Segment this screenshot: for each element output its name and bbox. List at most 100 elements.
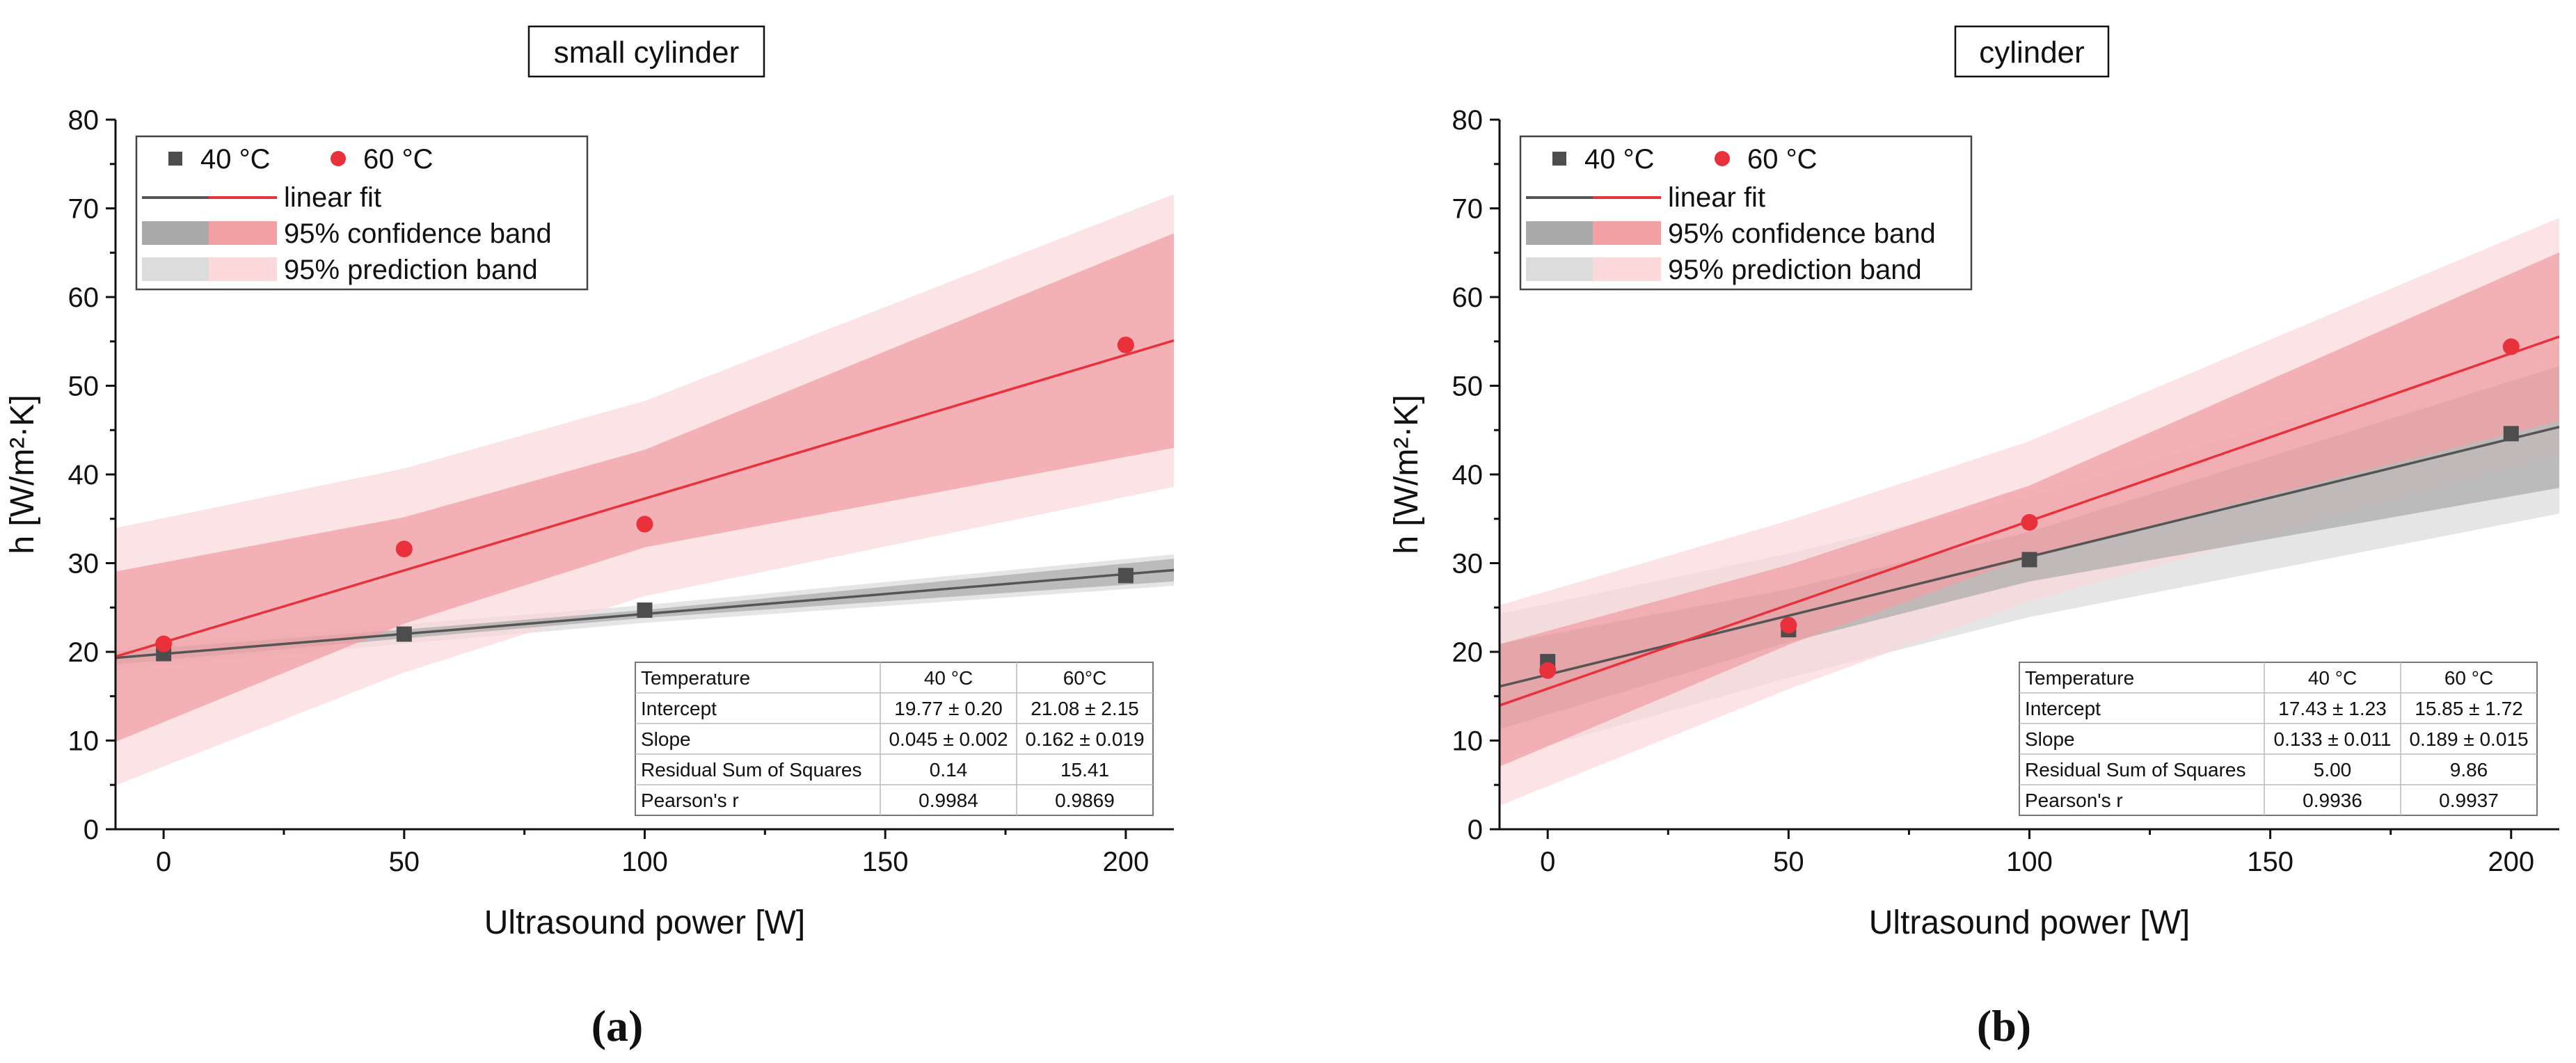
- x-tick-label: 150: [2247, 847, 2293, 877]
- panel-label: (a): [591, 1001, 644, 1050]
- y-tick-label: 20: [68, 637, 100, 668]
- data-point-60: [2021, 513, 2038, 531]
- stats-table-header-cell: 60 °C: [2444, 667, 2493, 689]
- y-tick-label: 50: [68, 371, 100, 402]
- stats-table-header-cell: 60°C: [1063, 667, 1107, 689]
- legend-label-fit: linear fit: [284, 182, 381, 213]
- y-tick-label: 70: [68, 194, 100, 225]
- confidence-band-60: [1500, 252, 2559, 767]
- data-point-60: [1780, 616, 1797, 634]
- plot-area: [1500, 218, 2559, 806]
- data-point-60: [1117, 336, 1134, 353]
- x-tick-label: 50: [389, 847, 420, 877]
- legend-conf-40: [142, 221, 209, 245]
- data-point-40: [2021, 552, 2037, 568]
- y-tick-label: 40: [1452, 460, 1484, 490]
- legend-marker-60: [331, 151, 346, 166]
- y-tick-label: 0: [84, 815, 99, 845]
- stats-table-header-cell: 40 °C: [924, 667, 973, 689]
- legend-conf-40: [1526, 221, 1593, 245]
- chart-title: cylinder: [1979, 35, 2085, 70]
- legend-label-60: 60 °C: [363, 144, 434, 175]
- confidence-band-60: [116, 233, 1174, 742]
- data-point-60: [2502, 338, 2520, 355]
- legend-pred-40: [142, 257, 209, 281]
- y-tick-label: 60: [1452, 282, 1484, 313]
- chart-title-box: [527, 25, 765, 78]
- data-point-60: [636, 515, 653, 533]
- data-point-60: [1539, 662, 1557, 679]
- legend-label-prediction: 95% prediction band: [1668, 255, 1922, 285]
- x-axis-label: Ultrasound power [W]: [1869, 904, 2191, 941]
- y-tick-label: 10: [68, 726, 100, 757]
- stats-table-cell: 15.41: [1060, 759, 1109, 781]
- legend-conf-60: [1593, 221, 1661, 245]
- legend-pred-60: [209, 257, 277, 281]
- x-tick-label: 0: [1540, 847, 1555, 877]
- x-tick-label: 0: [156, 847, 171, 877]
- plot-area: [116, 194, 1174, 785]
- y-tick-label: 10: [1452, 726, 1484, 757]
- x-tick-label: 150: [862, 847, 909, 877]
- x-tick-label: 200: [1102, 847, 1149, 877]
- y-axis-label: h [W/m²·K]: [4, 394, 41, 554]
- legend: 40 °C 60 °C linear fit 95% confidence band 9…: [135, 135, 589, 291]
- data-point-40: [637, 602, 653, 618]
- data-point-60: [155, 635, 173, 653]
- chart-title-box: [1954, 25, 2110, 78]
- stats-table-cell: Slope: [641, 728, 691, 750]
- data-point-60: [395, 541, 413, 558]
- stats-table: Temperature 40 °C 60°C Intercept 19.77 ± 0.2…: [635, 662, 1154, 816]
- x-tick-label: 100: [621, 847, 668, 877]
- stats-table-cell: 9.86: [2450, 759, 2488, 781]
- stats-table-header-cell: Temperature: [641, 667, 750, 689]
- data-point-40: [1118, 568, 1134, 584]
- legend-marker-40: [168, 152, 182, 166]
- stats-table-frame: [635, 662, 1154, 816]
- legend-label-40: 40 °C: [200, 144, 271, 175]
- fit-line-60: [116, 339, 1174, 658]
- stats-table-cell: 21.08 ± 2.15: [1031, 698, 1139, 719]
- legend-label-fit: linear fit: [1668, 182, 1765, 213]
- stats-table-cell: 0.133 ± 0.011: [2274, 728, 2392, 750]
- y-tick-label: 0: [1468, 815, 1483, 845]
- x-tick-label: 50: [1773, 847, 1804, 877]
- stats-table-cell: 0.9936: [2303, 790, 2362, 811]
- x-tick-label: 100: [2006, 847, 2053, 877]
- legend-marker-40: [1552, 152, 1566, 166]
- y-axis-label: h [W/m²·K]: [1388, 394, 1425, 554]
- x-tick-label: 200: [2488, 847, 2534, 877]
- y-tick-label: 70: [1452, 194, 1484, 225]
- y-tick-label: 40: [68, 460, 100, 490]
- legend-label-40: 40 °C: [1584, 144, 1655, 175]
- stats-table-cell: 0.045 ± 0.002: [889, 728, 1008, 750]
- y-tick-label: 60: [68, 282, 100, 313]
- legend-label-60: 60 °C: [1747, 144, 1818, 175]
- legend-pred-60: [1593, 257, 1661, 281]
- stats-table-header-cell: 40 °C: [2308, 667, 2357, 689]
- stats-table-cell: Residual Sum of Squares: [641, 759, 862, 781]
- y-tick-label: 80: [68, 105, 100, 136]
- stats-table-cell: Intercept: [2025, 698, 2101, 719]
- stats-table-cell: 0.9984: [919, 790, 978, 811]
- stats-table-cell: Pearson's r: [641, 790, 739, 811]
- stats-table-cell: 0.189 ± 0.015: [2409, 728, 2528, 750]
- legend: 40 °C 60 °C linear fit 95% confidence band 9…: [1519, 135, 1973, 291]
- stats-table-cell: Intercept: [641, 698, 717, 719]
- chart-panel-a: 0 10 20 30 40 50 60 70 80 0 50 100 150 200 Ultrasound …: [4, 25, 1174, 1050]
- y-tick-label: 20: [1452, 637, 1484, 668]
- legend-pred-40: [1526, 257, 1593, 281]
- legend-label-prediction: 95% prediction band: [284, 255, 538, 285]
- legend-marker-60: [1715, 151, 1730, 166]
- x-axis-label: Ultrasound power [W]: [484, 904, 806, 941]
- legend-label-confidence: 95% confidence band: [1668, 218, 1936, 249]
- y-tick-label: 30: [68, 549, 100, 580]
- stats-table-frame: [2019, 662, 2538, 816]
- stats-table-cell: 15.85 ± 1.72: [2415, 698, 2523, 719]
- stats-table-cell: Slope: [2025, 728, 2075, 750]
- stats-table-cell: 0.162 ± 0.019: [1025, 728, 1144, 750]
- data-point-40: [2503, 426, 2519, 442]
- stats-table-header-cell: Temperature: [2025, 667, 2134, 689]
- stats-table-cell: 17.43 ± 1.23: [2278, 698, 2387, 719]
